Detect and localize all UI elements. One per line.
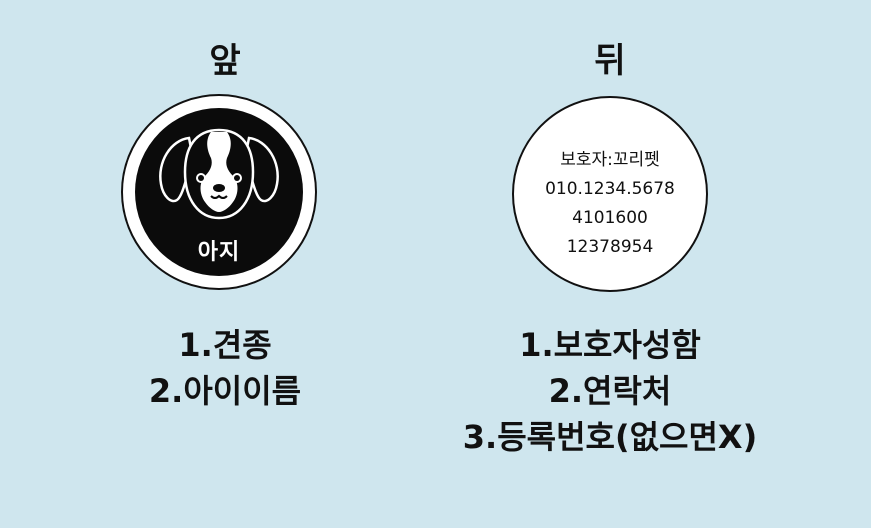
list-item: 1.견종: [178, 326, 272, 364]
front-tag-face: 아지: [135, 108, 303, 276]
list-item: 3.등록번호(없으면X): [462, 418, 758, 456]
dog-face-icon: [159, 128, 279, 220]
front-title: 앞: [209, 41, 241, 81]
front-tag: 아지: [121, 94, 317, 290]
back-title: 뒤: [594, 41, 626, 81]
tag-line-number-1: 4101600: [572, 208, 648, 228]
list-item: 2.아이이름: [148, 372, 302, 410]
list-item: 1.보호자성함: [519, 326, 701, 364]
pet-name: 아지: [197, 240, 241, 265]
back-tag: 보호자:꼬리펫 010.1234.5678 4101600 12378954: [512, 96, 708, 292]
tag-line-guardian: 보호자:꼬리펫: [560, 150, 660, 170]
back-tag-text: 보호자:꼬리펫 010.1234.5678 4101600 12378954: [514, 146, 706, 262]
tag-line-number-2: 12378954: [566, 237, 654, 257]
front-info-list: 1.견종 2.아이이름: [95, 322, 355, 414]
tag-line-phone: 010.1234.5678: [545, 179, 675, 199]
list-item: 2.연락처: [548, 372, 672, 410]
back-info-list: 1.보호자성함 2.연락처 3.등록번호(없으면X): [420, 322, 800, 460]
